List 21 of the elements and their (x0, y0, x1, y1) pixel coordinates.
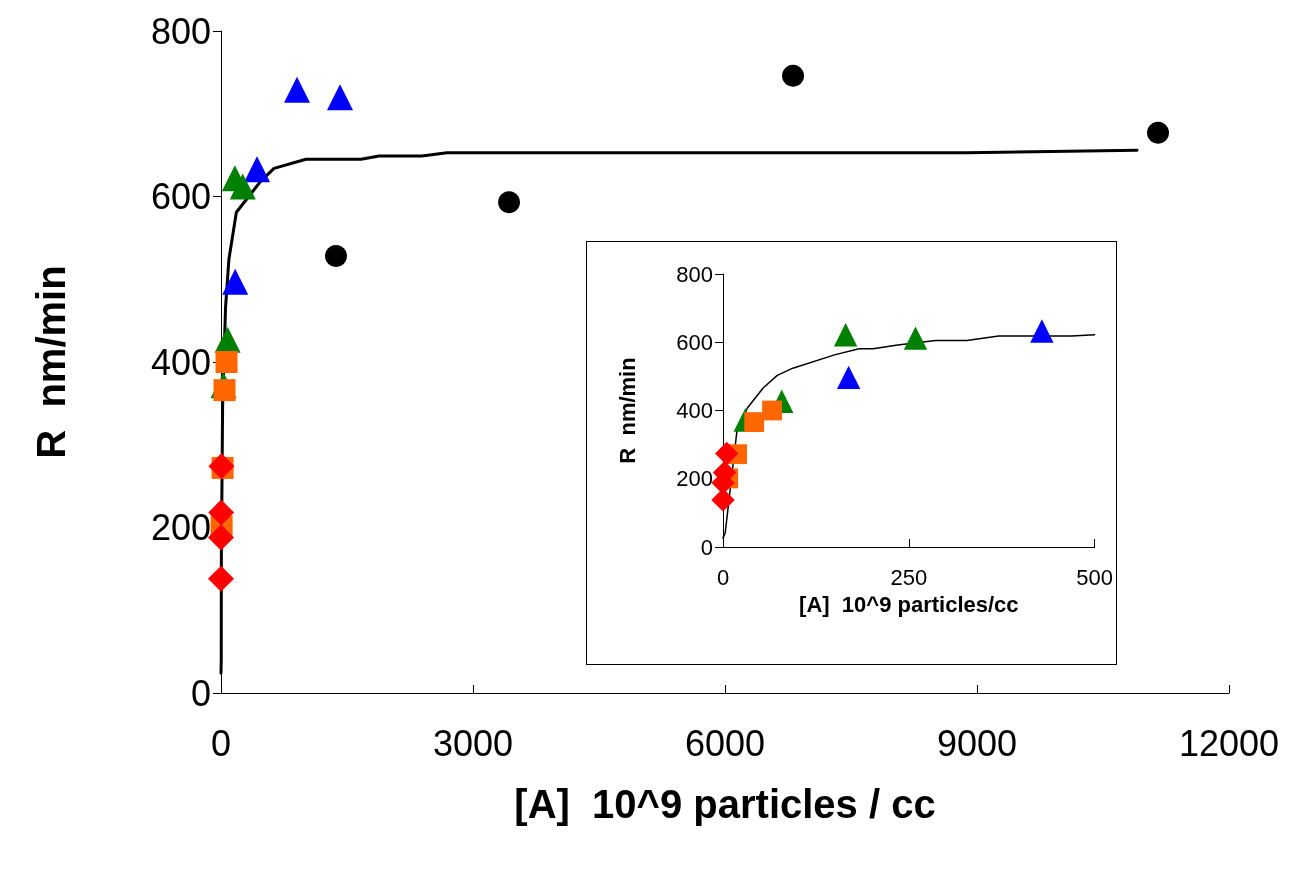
x-tick-label: 12000 (1178, 722, 1280, 764)
y-tick-label: 600 (150, 176, 211, 217)
y-tick-label: 600 (676, 329, 713, 355)
y-tick-label: 400 (150, 341, 211, 383)
x-tick-label: 250 (890, 565, 928, 591)
y-tick-label: 0 (190, 672, 211, 714)
x-axis-title: [A] 10^9 particles/cc (799, 592, 1019, 618)
y-tick-label: 200 (150, 507, 211, 548)
y-tick-label: 400 (676, 398, 713, 423)
y-axis-title: R nm/min (29, 265, 73, 459)
x-tick-label: 6000 (684, 722, 766, 764)
y-tick-label: 800 (676, 261, 713, 287)
x-tick-label: 500 (1076, 565, 1114, 591)
y-tick-label: 0 (700, 534, 713, 560)
y-axis-title: R nm/min (614, 357, 640, 464)
x-axis-title: [A] 10^9 particles / cc (514, 782, 936, 826)
x-tick-label: 3000 (432, 722, 514, 764)
y-tick-label: 800 (150, 10, 211, 52)
x-tick-label: 9000 (936, 722, 1018, 764)
x-tick-label: 0 (716, 565, 730, 591)
y-tick-label: 200 (676, 466, 713, 492)
